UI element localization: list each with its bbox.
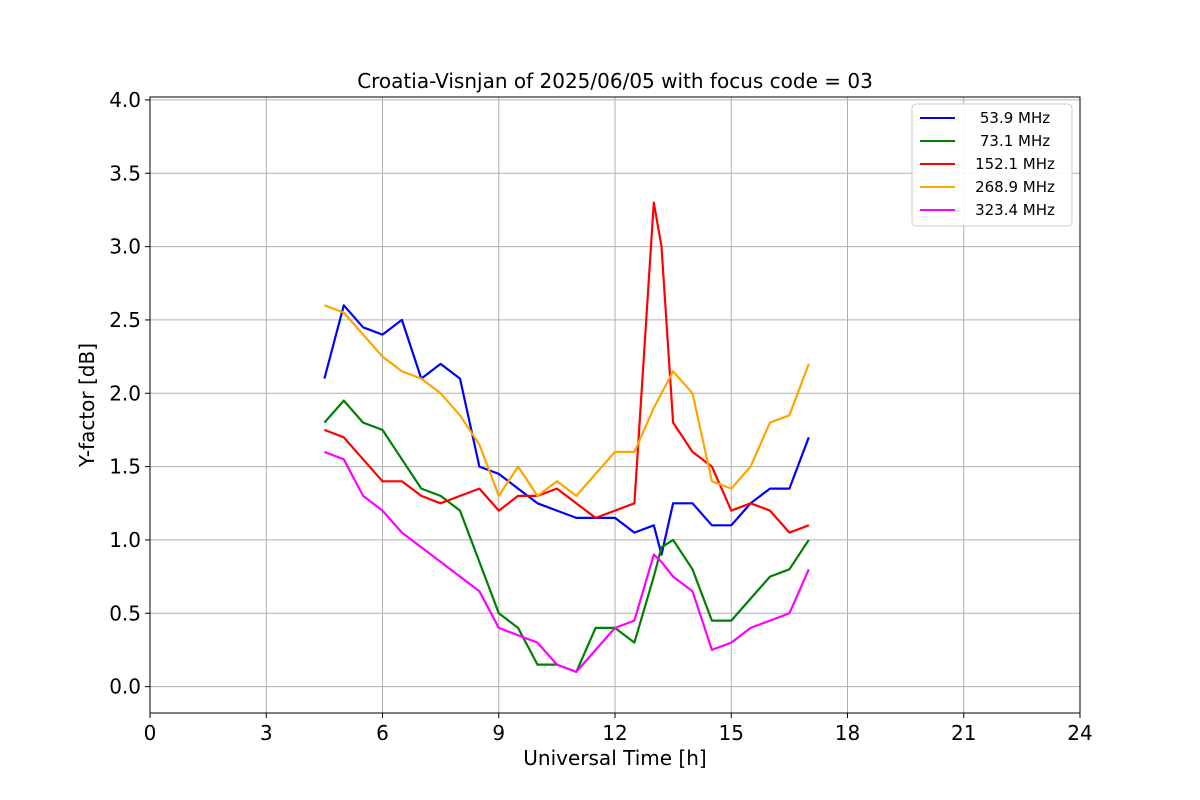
legend-label: 268.9 MHz [975, 178, 1055, 196]
legend-box [911, 103, 1073, 227]
x-tick-label: 12 [602, 721, 627, 745]
legend-label: 73.1 MHz [980, 132, 1050, 150]
y-axis: 0.0 0.5 1.0 1.5 2.0 2.5 3.0 3.5 4.0 [109, 88, 150, 699]
series-line-0 [323, 304, 810, 556]
legend-label: 152.1 MHz [975, 155, 1055, 173]
x-tick-label: 24 [1067, 721, 1092, 745]
y-tick-label: 1.5 [109, 455, 141, 479]
x-tick-label: 6 [376, 721, 389, 745]
y-tick-label: 2.0 [109, 381, 141, 405]
y-axis-label: Y-factor [dB] [75, 343, 99, 468]
legend: 53.9 MHz 73.1 MHz 152.1 MHz 268.9 MHz 32… [911, 103, 1073, 227]
x-tick-label: 21 [951, 721, 976, 745]
y-tick-label: 1.0 [109, 528, 141, 552]
legend-label: 323.4 MHz [975, 201, 1055, 219]
series-line-4 [324, 450, 810, 674]
y-tick-label: 3.0 [109, 235, 141, 259]
series-line-2 [324, 201, 810, 534]
x-tick-label: 0 [144, 721, 157, 745]
chart-title: Croatia-Visnjan of 2025/06/05 with focus… [357, 69, 873, 93]
legend-label: 53.9 MHz [980, 109, 1050, 127]
x-tick-label: 18 [835, 721, 860, 745]
y-tick-label: 2.5 [109, 308, 141, 332]
y-tick-label: 0.5 [109, 601, 141, 625]
x-tick-label: 9 [492, 721, 505, 745]
x-tick-label: 15 [719, 721, 744, 745]
series-group [323, 201, 810, 674]
x-tick-label: 3 [260, 721, 273, 745]
x-axis-label: Universal Time [h] [523, 746, 706, 770]
y-tick-label: 0.0 [109, 675, 141, 699]
series-line-3 [324, 304, 810, 497]
y-tick-label: 3.5 [109, 161, 141, 185]
y-tick-label: 4.0 [109, 88, 141, 112]
x-axis: 0 3 6 9 12 15 18 21 24 [144, 713, 1093, 745]
